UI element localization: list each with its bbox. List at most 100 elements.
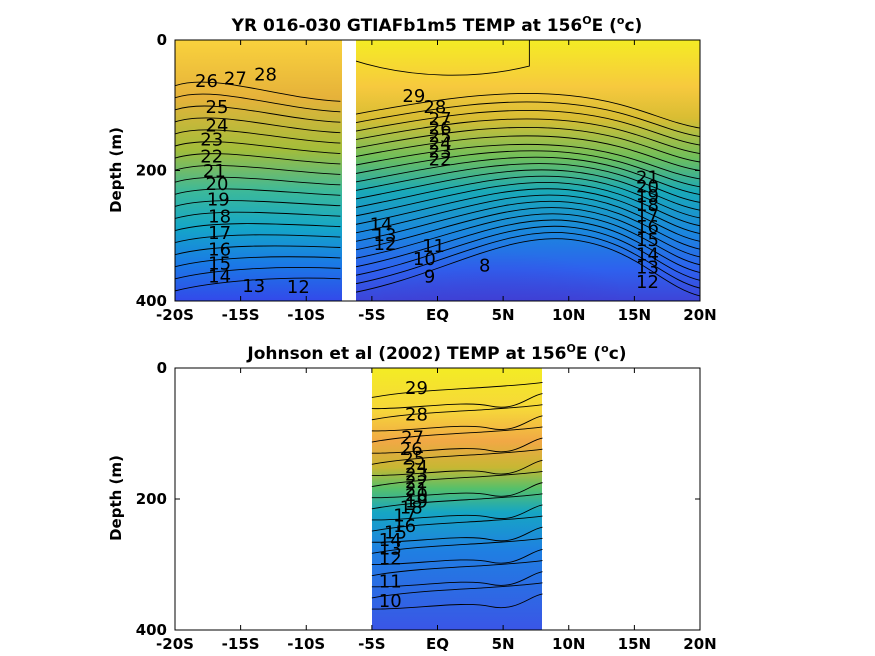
contour-label: 16: [393, 516, 416, 537]
isotherm-line: [350, 101, 700, 138]
isotherm-line: [371, 415, 543, 432]
y-tick-label: 400: [136, 621, 167, 639]
isotherm-line: [371, 381, 543, 398]
isotherm-line: [350, 219, 700, 273]
isotherm-line: [350, 126, 700, 163]
contour-label: 10: [413, 249, 436, 270]
isotherm-line: [175, 256, 341, 268]
contour-label: 28: [423, 97, 446, 118]
isotherm-line: [175, 223, 341, 231]
contour-label: 12: [379, 549, 402, 570]
y-axis-label: Depth (m): [107, 455, 125, 541]
contour-label: 25: [206, 97, 229, 118]
isotherm-line: [371, 448, 543, 465]
x-tick-label: -20S: [156, 306, 194, 324]
isotherm-line: [175, 245, 341, 256]
contour-label: 22: [405, 472, 428, 493]
isotherm-line: [350, 200, 700, 250]
contour-label: 21: [405, 479, 428, 500]
isotherm-line: [371, 593, 543, 610]
isotherm-line: [371, 582, 543, 599]
isotherm-line: [350, 238, 700, 297]
isotherm-line: [371, 515, 543, 532]
isotherm-line: [350, 169, 700, 211]
isotherm-line: [350, 225, 700, 281]
isotherm-line: [350, 163, 700, 203]
y-tick-label: 0: [157, 359, 167, 377]
contour-label: 22: [429, 149, 452, 170]
isotherm-line: [350, 143, 700, 180]
cold-tongue-region: [380, 220, 620, 301]
contour-label: 23: [200, 130, 223, 151]
isotherm-line: [175, 211, 341, 219]
x-tick-label: -10S: [287, 635, 325, 653]
isotherm-line: [350, 213, 700, 266]
contour-label: 14: [636, 245, 659, 266]
x-tick-label: 10N: [552, 306, 585, 324]
contour-label: 17: [208, 223, 231, 244]
x-tick-label: 15N: [618, 635, 651, 653]
x-tick-label: 5N: [492, 635, 515, 653]
y-tick-label: 200: [136, 490, 167, 508]
isotherm-line: [350, 232, 700, 289]
chart-title: YR 016-030 GTIAFb1m5 TEMP at 156OE (oc): [231, 14, 643, 36]
contour-label: 29: [405, 378, 428, 399]
isotherm-lines: [371, 381, 543, 610]
isotherm-line: [371, 571, 543, 588]
contour-label: 15: [208, 254, 231, 275]
y-axis-label: Depth (m): [107, 127, 125, 213]
contour-label: 16: [636, 217, 659, 238]
contour-label: 26: [195, 71, 218, 92]
isotherm-line: [175, 141, 341, 154]
data-gap: [342, 40, 356, 301]
isotherm-line: [175, 81, 341, 102]
contour-label: 28: [254, 64, 277, 85]
x-tick-label: -20S: [156, 635, 194, 653]
isotherm-line: [350, 92, 700, 129]
isotherm-line: [371, 526, 543, 543]
isotherm-line: [350, 182, 700, 227]
x-tick-label: 5N: [492, 306, 515, 324]
isotherm-line: [371, 404, 543, 421]
isotherm-line: [175, 176, 341, 186]
isotherm-line: [371, 459, 543, 476]
isotherm-line: [175, 93, 341, 113]
isotherm-line: [175, 277, 341, 292]
contour-label: 17: [636, 205, 659, 226]
contour-label: 19: [405, 492, 428, 513]
contour-label: 19: [636, 186, 659, 207]
contour-label: 12: [287, 277, 310, 298]
contour-label: 27: [429, 109, 452, 130]
isotherm-line: [350, 109, 700, 146]
contour-label: 13: [374, 225, 397, 246]
contour-label: 11: [379, 571, 402, 592]
isotherm-line: [175, 188, 341, 196]
x-tick-label: EQ: [426, 635, 449, 653]
isotherm-line: [371, 493, 543, 510]
x-tick-label: -10S: [287, 306, 325, 324]
contour-label: 10: [379, 591, 402, 612]
contour-label: 18: [636, 195, 659, 216]
y-tick-label: 0: [157, 31, 167, 49]
isotherm-line: [350, 150, 700, 188]
contour-label: 8: [479, 256, 490, 277]
contour-label: 26: [400, 439, 423, 460]
x-tick-label: 10N: [552, 635, 585, 653]
isotherm-line: [350, 156, 700, 196]
isotherm-line: [371, 482, 543, 499]
isotherm-line: [350, 118, 700, 154]
contour-label: 24: [429, 134, 452, 155]
x-tick-label: -5S: [358, 306, 385, 324]
isotherm-line: [350, 188, 700, 235]
isotherm-line: [175, 117, 341, 134]
contour-label: 18: [400, 497, 423, 518]
contour-label: 20: [636, 177, 659, 198]
contour-label: 13: [636, 258, 659, 279]
x-tick-label: -5S: [358, 635, 385, 653]
isotherm-line: [350, 175, 700, 219]
x-tick-label: 15N: [618, 306, 651, 324]
contour-label: 13: [379, 539, 402, 560]
